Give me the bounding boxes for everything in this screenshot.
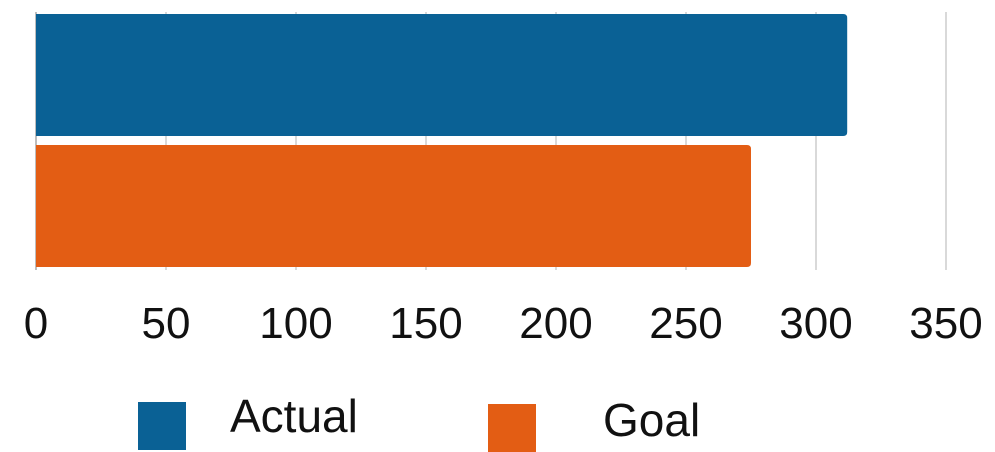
x-tick-label-150: 150 bbox=[389, 299, 462, 348]
legend-label-goal: Goal bbox=[603, 394, 700, 446]
bars bbox=[36, 14, 848, 267]
legend-swatch-goal bbox=[488, 404, 536, 452]
x-tick-label-350: 350 bbox=[909, 299, 982, 348]
x-tick-label-250: 250 bbox=[649, 299, 722, 348]
x-tick-label-300: 300 bbox=[779, 299, 852, 348]
bar-goal bbox=[36, 145, 751, 267]
x-tick-label-0: 0 bbox=[24, 299, 48, 348]
bar-actual bbox=[36, 14, 848, 136]
legend: Actual Goal bbox=[138, 390, 700, 452]
x-tick-label-200: 200 bbox=[519, 299, 592, 348]
legend-swatch-actual bbox=[138, 402, 186, 450]
x-tick-label-50: 50 bbox=[142, 299, 191, 348]
legend-label-actual: Actual bbox=[230, 390, 358, 442]
x-axis-tick-labels: 0 50 100 150 200 250 300 350 bbox=[24, 299, 983, 348]
x-tick-label-100: 100 bbox=[259, 299, 332, 348]
